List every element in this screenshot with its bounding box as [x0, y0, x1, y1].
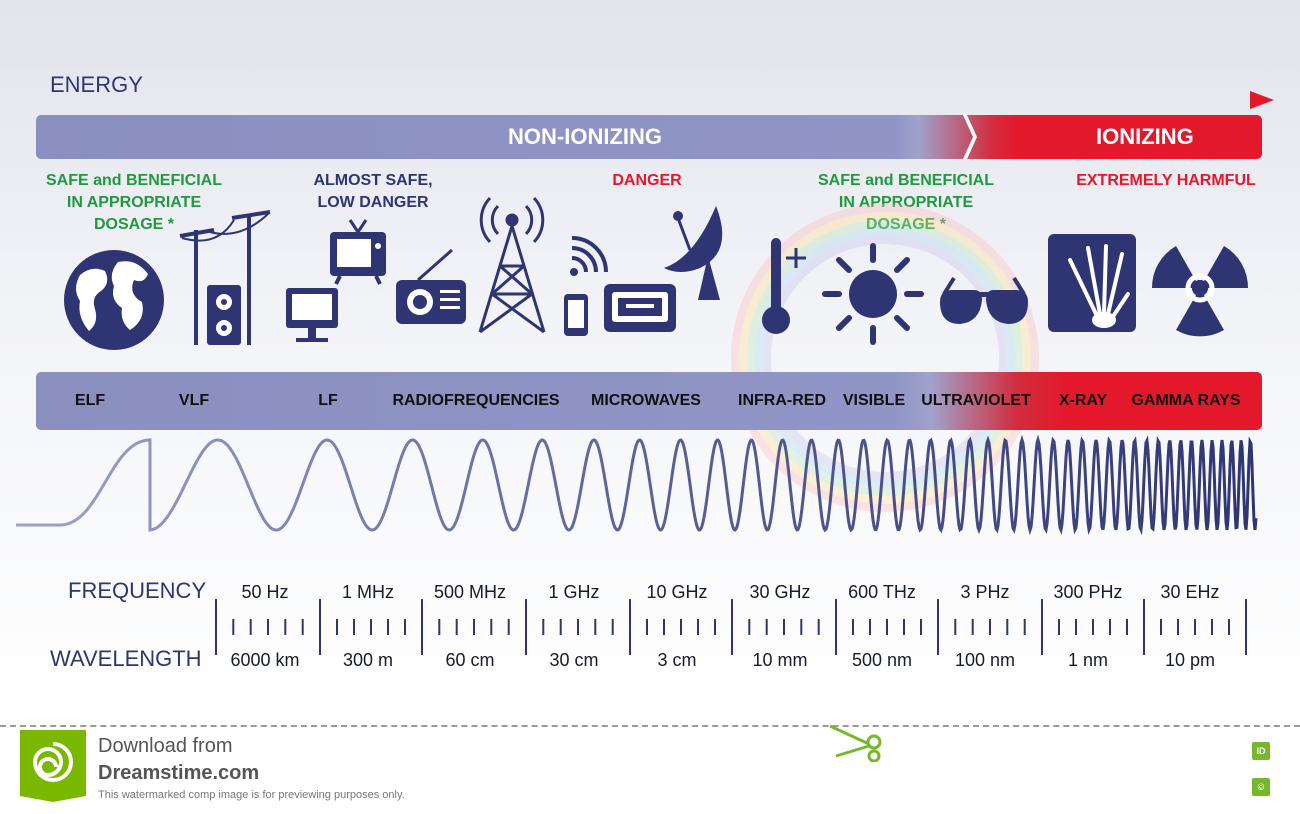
- download-from-text: Download from: [98, 735, 233, 757]
- radiation-icon: [1151, 246, 1249, 337]
- power-line-icon: [179, 210, 271, 345]
- wavelength-value: 100 nm: [954, 650, 1016, 670]
- wavelength-value: 1 nm: [1067, 650, 1109, 670]
- tv-icon: [330, 219, 386, 285]
- site-name[interactable]: Dreamstime.com: [98, 762, 260, 784]
- copyright-badge[interactable]: ©: [1252, 778, 1270, 796]
- monitor-icon: [286, 288, 338, 342]
- note-safe-high: SAFE and BENEFICIAL IN APPROPRIATE DOSAG…: [817, 172, 995, 233]
- frequency-value: 3 PHz: [960, 582, 1010, 602]
- wave-line: [16, 434, 1258, 536]
- frequency-value: 600 THz: [848, 582, 916, 602]
- sun-icon: [822, 243, 924, 345]
- category-radiofrequencies: RADIOFREQUENCIES: [392, 392, 560, 409]
- frequency-label: FREQUENCY: [68, 578, 207, 603]
- ionization-band: NON-IONIZING IONIZING: [36, 115, 1262, 159]
- category-gamma-rays: GAMMA RAYS: [1131, 392, 1241, 409]
- tick-ruler: [215, 599, 1247, 655]
- category-x-ray: X-RAY: [1058, 392, 1108, 409]
- non-ionizing-label: NON-IONIZING: [508, 124, 662, 149]
- note-danger: DANGER: [612, 172, 682, 189]
- frequency-value: 500 MHz: [433, 582, 507, 602]
- ionizing-label: IONIZING: [1096, 124, 1194, 149]
- microwave-oven-icon: [604, 284, 676, 332]
- wavelength-value: 300 m: [342, 650, 394, 670]
- icon-row: [64, 196, 1249, 350]
- wavelength-value: 6000 km: [230, 650, 300, 670]
- dreamstime-logo: [20, 730, 86, 802]
- xray-hand-icon: [1048, 234, 1136, 332]
- power-socket-icon: [207, 285, 241, 345]
- note-extremely-harmful: EXTREMELY HARMFUL: [1076, 172, 1256, 189]
- category-visible: VISIBLE: [842, 392, 906, 409]
- frequency-value: 1 GHz: [548, 582, 600, 602]
- thermometer-icon: [762, 238, 806, 334]
- image-id-badge[interactable]: ID: [1252, 742, 1270, 760]
- wavelength-value: 10 mm: [752, 650, 808, 670]
- wave-graphic: [16, 434, 1258, 536]
- category-microwaves: MICROWAVES: [591, 392, 701, 409]
- frequency-value: 1 MHz: [341, 582, 395, 602]
- globe-icon: [64, 250, 164, 350]
- category-vlf: VLF: [178, 392, 210, 409]
- wavelength-value: 3 cm: [657, 650, 697, 670]
- note-almost-safe: ALMOST SAFE, LOW DANGER: [313, 172, 433, 211]
- sunglasses-icon: [940, 276, 1028, 324]
- frequency-value: 30 EHz: [1160, 582, 1220, 602]
- scissors-icon: [829, 724, 882, 762]
- wavelength-value: 60 cm: [445, 650, 495, 670]
- satellite-dish-icon: [664, 206, 723, 300]
- wavelength-value: 500 nm: [851, 650, 913, 670]
- radio-tower-icon: [478, 196, 546, 334]
- energy-label: ENERGY: [50, 72, 143, 97]
- frequency-value: 300 PHz: [1053, 582, 1123, 602]
- category-infra-red: INFRA-RED: [738, 392, 826, 409]
- band-separator: [963, 115, 977, 159]
- frequency-value: 10 GHz: [646, 582, 708, 602]
- footer-divider: [0, 725, 1300, 727]
- frequency-value: 30 GHz: [749, 582, 811, 602]
- category-elf: ELF: [74, 392, 106, 409]
- frequency-value: 50 Hz: [241, 582, 289, 602]
- arrow-head: [1250, 91, 1274, 109]
- wavelength-value: 30 cm: [549, 650, 599, 670]
- wavelength-label: WAVELENGTH: [50, 646, 202, 671]
- category-ultraviolet: ULTRAVIOLET: [921, 392, 1031, 409]
- note-safe-low: SAFE and BENEFICIAL IN APPROPRIATE DOSAG…: [45, 172, 223, 233]
- radio-icon: [396, 248, 466, 324]
- spectrum-band: ELF VLF LF RADIOFREQUENCIES MICROWAVES I…: [36, 372, 1262, 430]
- rainbow-halo: [731, 204, 1039, 512]
- category-lf: LF: [318, 392, 338, 409]
- watermark-disclaimer: This watermarked comp image is for previ…: [98, 789, 405, 801]
- wavelength-value: 10 pm: [1164, 650, 1216, 670]
- smartphone-wifi-icon: [564, 236, 608, 336]
